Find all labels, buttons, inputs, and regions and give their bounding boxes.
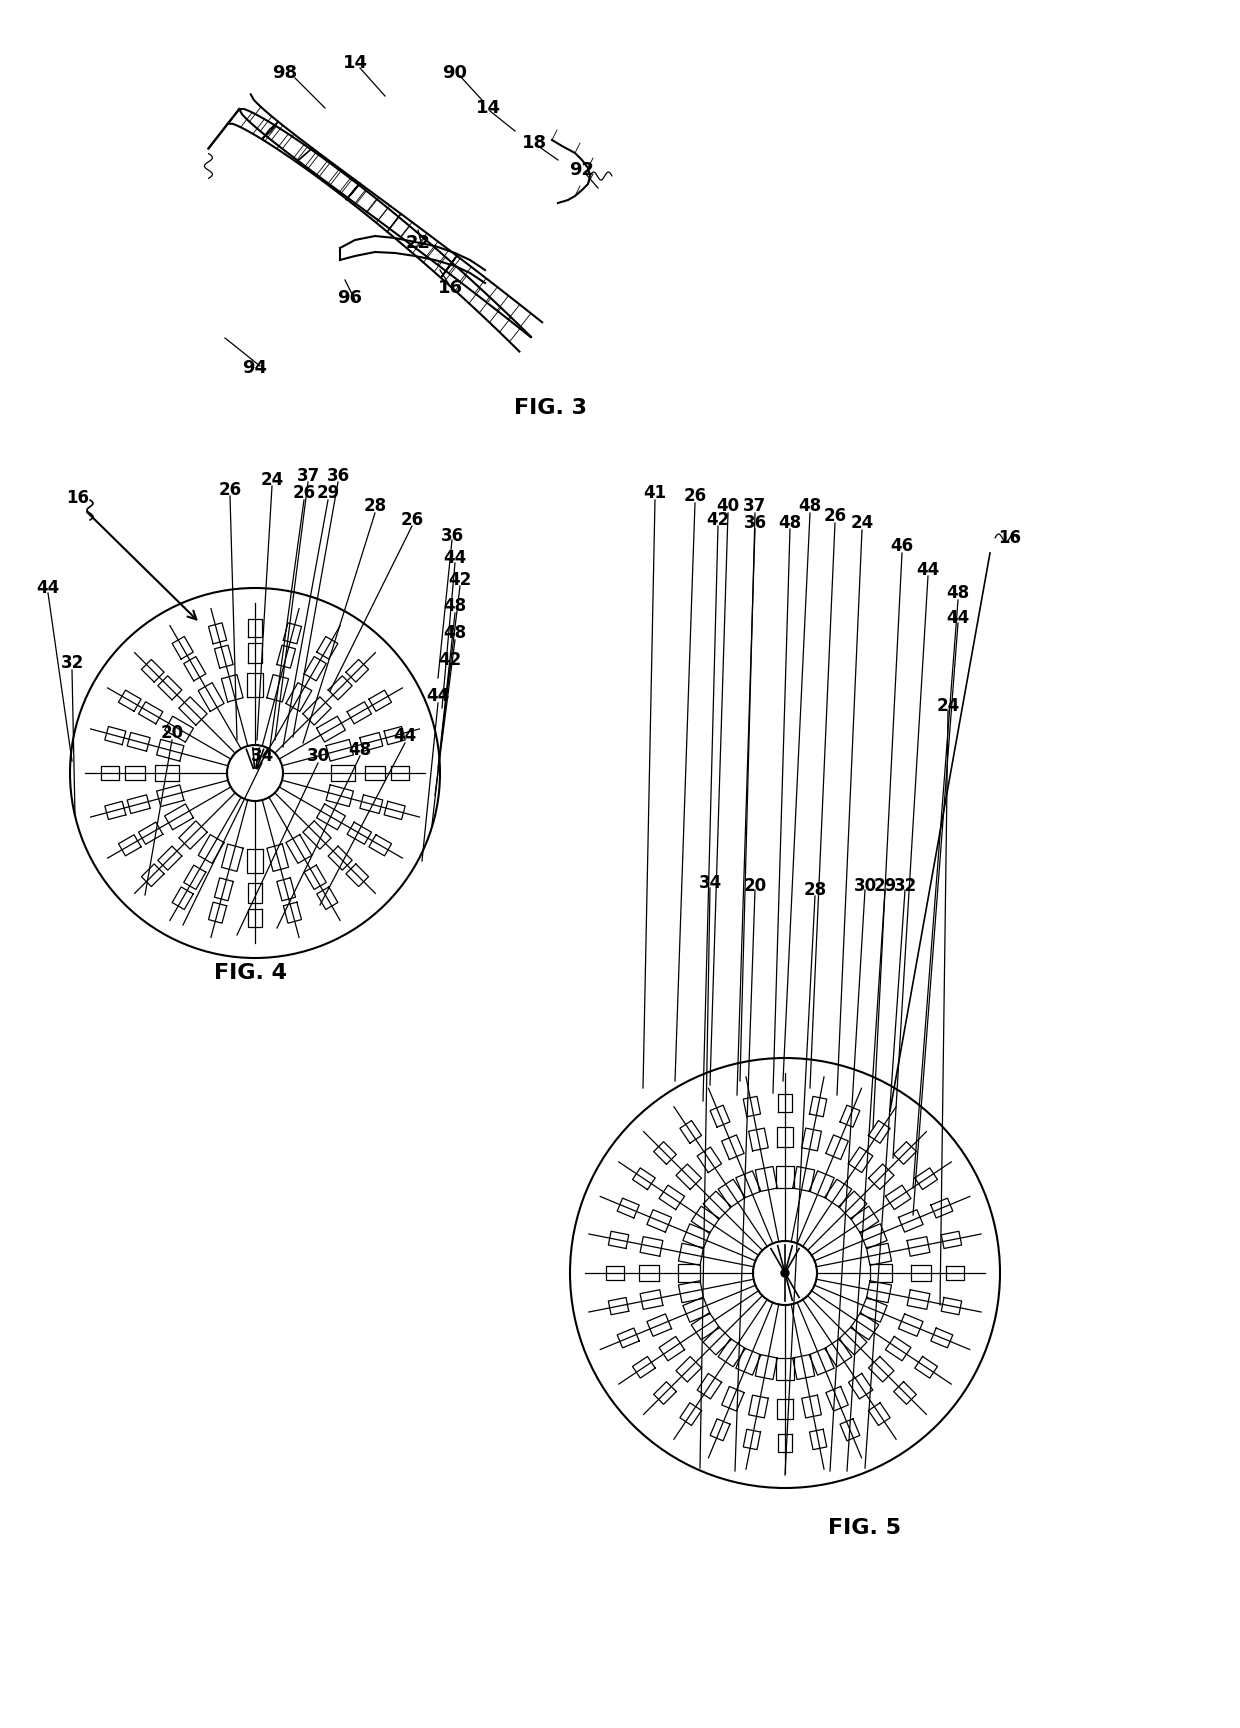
Text: 34: 34 xyxy=(698,874,722,892)
Text: 44: 44 xyxy=(444,550,466,567)
Text: 22: 22 xyxy=(405,233,430,252)
Text: 98: 98 xyxy=(273,64,298,81)
Circle shape xyxy=(781,1268,789,1277)
Text: 32: 32 xyxy=(893,878,916,895)
Text: FIG. 5: FIG. 5 xyxy=(828,1517,901,1538)
Text: 44: 44 xyxy=(916,562,940,579)
Text: 26: 26 xyxy=(293,484,315,503)
Text: 24: 24 xyxy=(851,513,874,532)
Text: 34: 34 xyxy=(250,746,274,766)
Text: 20: 20 xyxy=(160,724,184,741)
Text: 36: 36 xyxy=(744,513,766,532)
Text: 48: 48 xyxy=(348,741,372,759)
Text: 18: 18 xyxy=(522,135,548,152)
Text: 48: 48 xyxy=(946,584,970,601)
Text: FIG. 3: FIG. 3 xyxy=(513,397,587,418)
Text: 44: 44 xyxy=(36,579,60,596)
Text: 96: 96 xyxy=(337,289,362,308)
Text: 37: 37 xyxy=(296,467,320,486)
Text: 26: 26 xyxy=(683,487,707,505)
Text: 42: 42 xyxy=(439,651,461,669)
Text: 28: 28 xyxy=(363,498,387,515)
Text: 44: 44 xyxy=(427,688,450,705)
Text: 26: 26 xyxy=(401,511,424,529)
Text: 24: 24 xyxy=(936,696,960,715)
Text: 28: 28 xyxy=(804,881,827,899)
Text: 42: 42 xyxy=(707,511,729,529)
Text: 48: 48 xyxy=(444,596,466,615)
Text: 36: 36 xyxy=(440,527,464,544)
Text: 48: 48 xyxy=(444,624,466,643)
Text: 42: 42 xyxy=(449,570,471,589)
Text: 94: 94 xyxy=(243,359,268,377)
Text: 44: 44 xyxy=(946,608,970,627)
Text: 26: 26 xyxy=(218,480,242,499)
Text: 41: 41 xyxy=(644,484,667,503)
Text: 30: 30 xyxy=(306,746,330,766)
Text: 24: 24 xyxy=(260,472,284,489)
Text: 90: 90 xyxy=(443,64,467,81)
Text: 14: 14 xyxy=(475,98,501,118)
Text: 16: 16 xyxy=(67,489,89,506)
Text: 48: 48 xyxy=(799,498,822,515)
Text: FIG. 4: FIG. 4 xyxy=(213,962,286,983)
Text: 14: 14 xyxy=(342,54,367,73)
Text: 37: 37 xyxy=(743,498,766,515)
Text: 16: 16 xyxy=(438,278,463,297)
Text: 36: 36 xyxy=(326,467,350,486)
Text: 20: 20 xyxy=(744,878,766,895)
Text: 92: 92 xyxy=(569,161,594,180)
Text: 29: 29 xyxy=(316,484,340,503)
Text: 30: 30 xyxy=(853,878,877,895)
Text: 16: 16 xyxy=(998,529,1022,548)
Text: 48: 48 xyxy=(779,513,801,532)
Text: 44: 44 xyxy=(393,727,417,745)
Text: 46: 46 xyxy=(890,537,914,555)
Text: 26: 26 xyxy=(823,506,847,525)
Text: 29: 29 xyxy=(873,878,897,895)
Text: 32: 32 xyxy=(61,653,83,672)
Text: 40: 40 xyxy=(717,498,739,515)
